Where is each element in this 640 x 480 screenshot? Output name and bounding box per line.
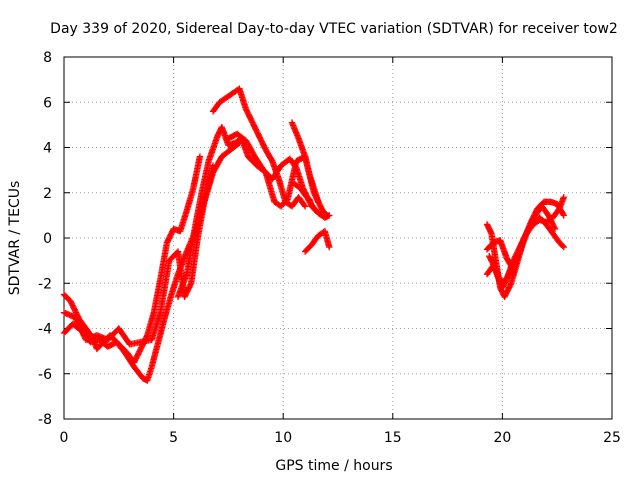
data-point (196, 153, 204, 160)
data-marker (316, 202, 324, 209)
data-marker (317, 203, 324, 210)
data-point (560, 212, 567, 219)
data-marker (75, 321, 82, 328)
y-tick-label: 2 (43, 186, 52, 202)
x-tick-label: 10 (274, 430, 292, 446)
data-marker (187, 281, 194, 288)
y-tick-label: 8 (43, 50, 52, 66)
data-marker (507, 281, 514, 288)
x-tick-label: 20 (493, 430, 511, 446)
data-marker (77, 325, 84, 332)
data-marker (551, 224, 558, 231)
data-track (60, 162, 217, 348)
data-marker (318, 204, 325, 212)
data-marker (74, 319, 81, 327)
data-marker (76, 323, 83, 331)
data-point (560, 194, 567, 201)
y-tick-label: -2 (38, 276, 52, 292)
y-tick-label: -8 (38, 412, 52, 428)
data-point (326, 212, 333, 219)
data-marker (77, 326, 85, 334)
plot-area (60, 85, 567, 384)
data-marker (79, 329, 86, 336)
data-point (71, 313, 79, 321)
data-point (315, 198, 322, 205)
data-marker (73, 316, 80, 324)
data-marker (73, 318, 81, 325)
y-tick-label: -4 (38, 322, 52, 338)
x-tick-label: 15 (384, 430, 402, 446)
data-marker (72, 309, 80, 316)
data-point (551, 225, 559, 233)
data-marker (71, 306, 78, 313)
y-axis-label: SDTVAR / TECUs (7, 181, 23, 296)
data-marker (300, 201, 308, 209)
data-point (67, 298, 74, 305)
data-marker (559, 210, 567, 218)
x-tick-label: 5 (169, 430, 178, 446)
data-marker (559, 242, 566, 250)
data-marker (80, 332, 88, 339)
data-point (326, 243, 333, 251)
data-track (60, 139, 243, 384)
y-tick-label: 0 (43, 231, 52, 247)
grid-lines (64, 57, 612, 419)
data-marker (70, 305, 78, 312)
data-marker (70, 303, 77, 311)
data-marker (75, 322, 83, 329)
data-marker (72, 315, 79, 322)
data-marker (68, 300, 76, 308)
data-point (301, 203, 309, 210)
data-track (486, 203, 559, 291)
x-tick-label: 0 (60, 430, 69, 446)
x-tick-label: 25 (603, 430, 621, 446)
data-marker (79, 330, 87, 338)
x-axis-label: GPS time / hours (275, 458, 392, 474)
data-point (209, 162, 217, 169)
tick-labels: 0 5 10 15 20 25 -8 -6 -4 -2 0 2 4 6 8 (38, 50, 621, 446)
data-point (560, 243, 567, 251)
data-marker (68, 299, 75, 306)
y-tick-label: 6 (43, 95, 52, 111)
data-marker (72, 307, 79, 315)
data-track (290, 180, 333, 221)
y-tick-label: 4 (43, 141, 52, 157)
data-track (288, 119, 322, 205)
data-marker (69, 302, 76, 309)
data-track (301, 228, 333, 255)
data-marker (78, 328, 86, 335)
chart-title: Day 339 of 2020, Sidereal Day-to-day VTE… (50, 21, 618, 37)
y-tick-label: -6 (38, 367, 52, 383)
